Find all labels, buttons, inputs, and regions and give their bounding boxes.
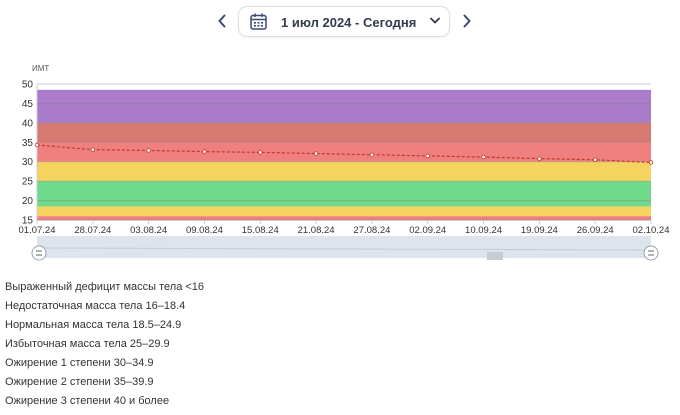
bmi-data-point [202, 149, 207, 154]
y-tick-label: 35 [22, 138, 34, 149]
chevron-right-icon [463, 14, 471, 28]
navigator-handle-left[interactable] [31, 245, 47, 261]
bmi-data-point [90, 147, 96, 152]
x-tick-label: 28.07.24 [74, 225, 111, 236]
bmi-legend-item: Ожирение 3 степени 40 и более [5, 395, 170, 407]
y-tick-label: 50 [22, 80, 34, 91]
calendar-icon [250, 13, 267, 30]
x-tick-label: 02.10.24 [633, 225, 670, 236]
chevron-down-icon [430, 17, 440, 24]
bmi-data-point [146, 148, 151, 153]
y-tick-label: 45 [22, 99, 34, 110]
y-tick-label: 25 [22, 177, 34, 188]
bmi-band [37, 206, 651, 217]
x-tick-label: 26.09.24 [577, 225, 614, 236]
y-axis-title: ИМТ [32, 64, 49, 73]
y-tick-label: 15 [22, 216, 34, 227]
bmi-chart: ИМТ 15 20 25 30 35 40 45 50 01.07.24 28.07.24 03.08… [19, 64, 670, 261]
bmi-data-point [34, 142, 40, 148]
y-tick-label: 20 [22, 196, 34, 207]
bmi-legend-item: Нормальная масса тела 18.5–24.9 [5, 319, 182, 331]
x-tick-label: 03.08.24 [130, 225, 167, 236]
bmi-data-point [592, 157, 598, 162]
bmi-data-point [425, 153, 430, 159]
bmi-data-point [369, 152, 375, 157]
x-tick-label: 27.08.24 [353, 225, 390, 236]
x-tick-label: 21.08.24 [298, 225, 335, 236]
date-range-label: 1 июл 2024 - Сегодня [281, 15, 417, 30]
x-tick-label: 01.07.24 [19, 225, 56, 236]
bmi-legend-item: Недостаточная масса тела 16–18.4 [5, 300, 186, 312]
bmi-band [37, 161, 651, 182]
x-tick-label: 10.09.24 [465, 225, 502, 236]
bmi-series-line [36, 144, 652, 164]
x-tick-label: 02.09.24 [409, 225, 446, 236]
x-tick-label: 19.09.24 [521, 225, 558, 236]
chevron-left-icon [218, 14, 226, 28]
bmi-data-point [258, 150, 263, 155]
bmi-data-point [481, 154, 486, 160]
next-period-button[interactable] [457, 11, 477, 31]
date-range-select[interactable]: 1 июл 2024 - Сегодня [238, 6, 450, 37]
bmi-band [37, 122, 651, 143]
bmi-band [37, 181, 651, 207]
bmi-data-point [648, 160, 654, 165]
navigator-series [36, 247, 652, 251]
navigator-scroll-thumb[interactable] [487, 252, 503, 260]
bmi-data-point [537, 156, 542, 161]
navigator-track[interactable] [37, 236, 651, 258]
navigator-handle-right[interactable] [643, 245, 659, 261]
y-tick-label: 30 [22, 157, 34, 168]
x-tick-label: 09.08.24 [186, 225, 223, 236]
x-tick-label: 15.08.24 [242, 225, 279, 236]
bmi-legend-item: Выраженный дефицит массы тела <16 [5, 281, 205, 293]
bmi-legend-item: Ожирение 1 степени 30–34.9 [5, 357, 154, 369]
bmi-data-point [313, 151, 319, 156]
bmi-legend-item: Ожирение 2 степени 35–39.9 [5, 376, 154, 388]
bmi-band [37, 216, 651, 220]
prev-period-button[interactable] [212, 11, 232, 31]
y-tick-label: 40 [22, 118, 34, 129]
bmi-legend-item: Избыточная масса тела 25–29.9 [5, 338, 170, 350]
bmi-band [37, 89, 651, 123]
